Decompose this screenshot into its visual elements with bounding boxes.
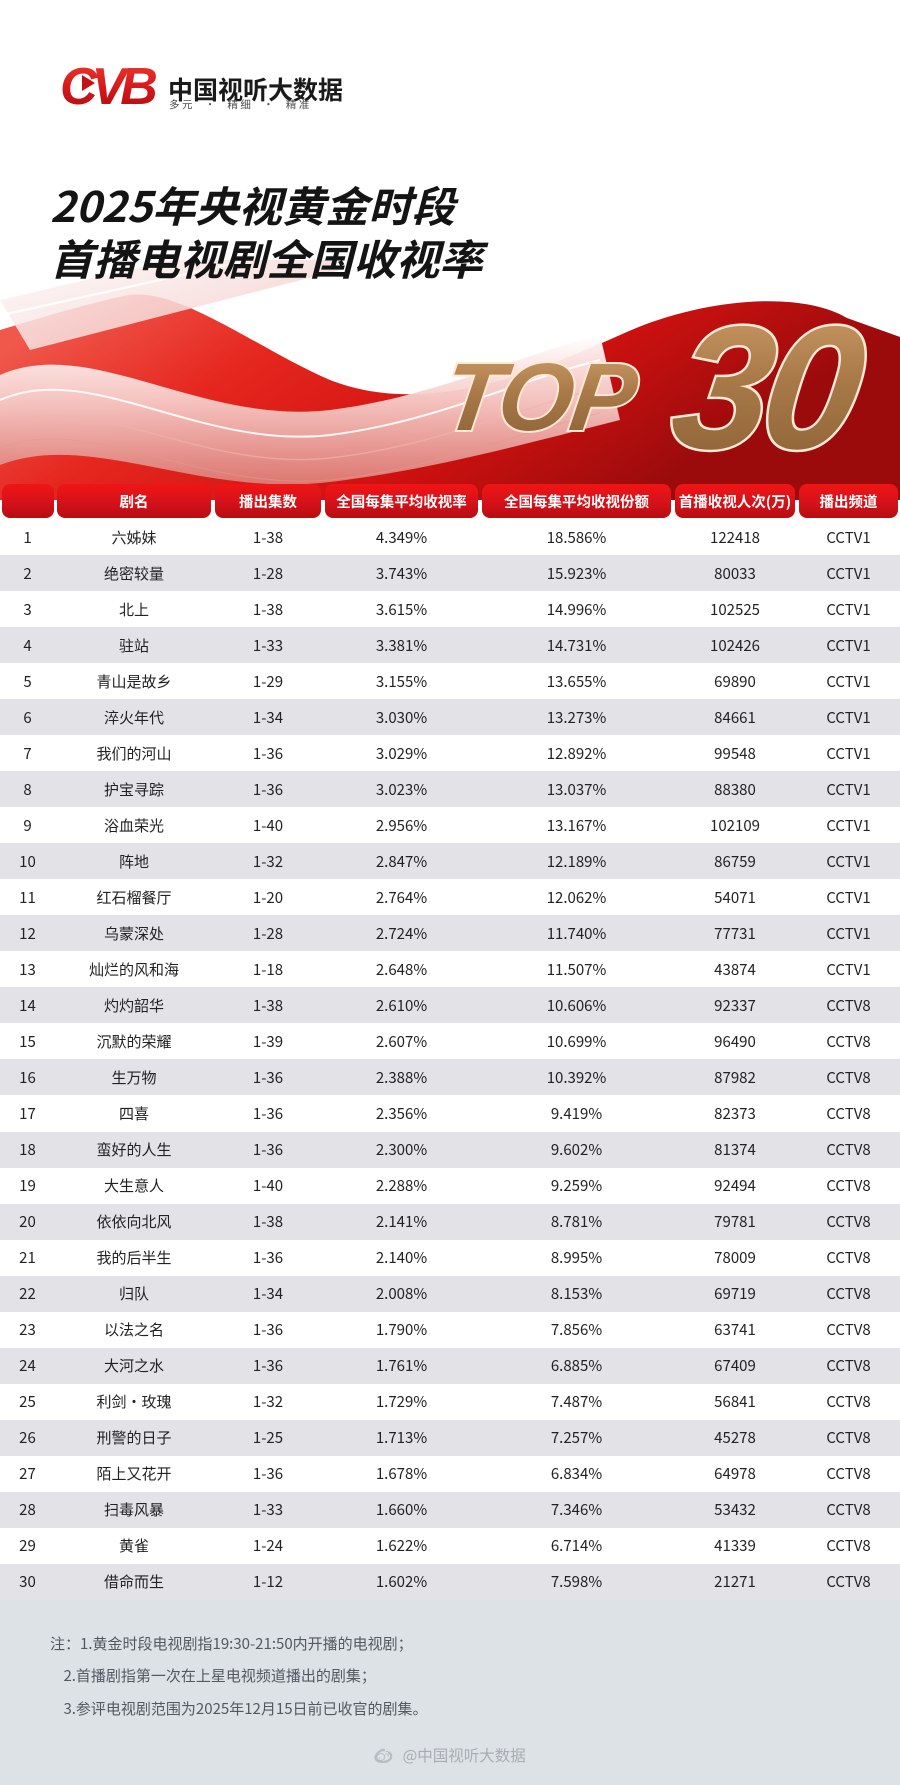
svg-text:30: 30 [662, 300, 875, 460]
svg-text:TOP: TOP [437, 344, 644, 450]
svg-text:CVB: CVB [60, 58, 156, 116]
